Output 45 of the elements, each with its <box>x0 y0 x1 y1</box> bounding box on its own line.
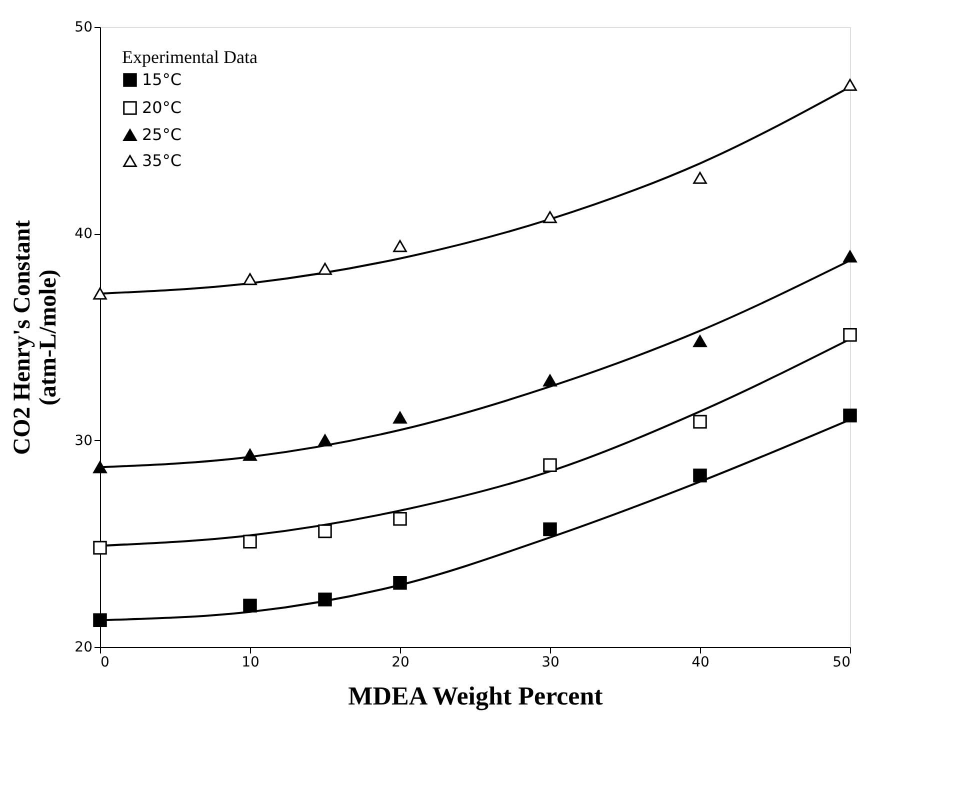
legend-title: Experimental Data <box>122 47 258 67</box>
point <box>318 262 332 275</box>
point <box>843 250 857 262</box>
legend-label: 20°C <box>142 98 182 117</box>
point <box>843 328 857 342</box>
x-axis-title: MDEA Weight Percent <box>348 682 604 710</box>
legend-label: 25°C <box>142 125 182 144</box>
point <box>93 613 107 628</box>
point <box>318 524 332 538</box>
point <box>543 522 557 536</box>
point <box>693 172 707 184</box>
y-tick-label: 30 <box>74 432 92 449</box>
point <box>843 408 857 422</box>
point <box>693 335 707 348</box>
point <box>543 211 557 224</box>
point <box>93 288 107 300</box>
point <box>318 434 332 446</box>
point <box>243 598 257 613</box>
y-tick-label: 50 <box>74 20 92 36</box>
x-tick-label: 30 <box>542 654 560 670</box>
y-tick-label: 40 <box>74 226 92 242</box>
point <box>393 240 407 252</box>
point <box>393 412 407 424</box>
x-tick-label: 20 <box>392 654 410 670</box>
point <box>693 468 707 482</box>
point <box>93 461 107 474</box>
y-tick-label: 20 <box>74 640 92 656</box>
point <box>93 540 107 555</box>
point <box>393 576 407 590</box>
point <box>543 458 557 472</box>
point <box>243 448 257 461</box>
point <box>243 534 257 548</box>
legend-label: 15°C <box>142 70 182 89</box>
point <box>693 414 707 429</box>
x-tick-label: 50 <box>832 654 850 670</box>
legend-label: 35°C <box>142 151 182 170</box>
point <box>318 592 332 606</box>
x-tick-label: 40 <box>692 654 710 670</box>
x-tick-label: 10 <box>242 654 260 670</box>
y-axis-title: CO2 Henry's Constant (atm-L/mole) <box>10 220 62 455</box>
point <box>543 374 557 386</box>
point <box>843 78 857 91</box>
x-tick-label: 0 <box>100 654 110 670</box>
point <box>243 273 257 286</box>
point <box>393 512 407 526</box>
